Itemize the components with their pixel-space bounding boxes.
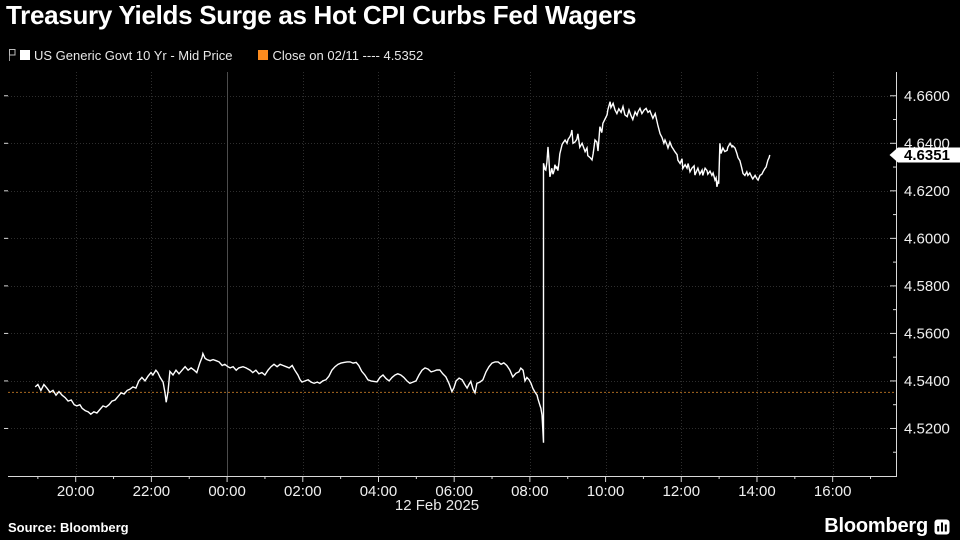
legend-series-label: US Generic Govt 10 Yr - Mid Price — [34, 47, 233, 63]
x-tick-label: 14:00 — [738, 483, 776, 500]
series-swatch — [20, 50, 30, 60]
x-tick-label: 02:00 — [284, 483, 322, 500]
x-tick-label: 16:00 — [814, 483, 852, 500]
x-tick-label: 20:00 — [57, 483, 95, 500]
x-tick-label: 06:00 — [435, 483, 473, 500]
x-tick-label: 04:00 — [360, 483, 398, 500]
y-tick-label: 4.5200 — [904, 420, 950, 437]
bloomberg-logo: Bloomberg — [824, 515, 950, 538]
page-title: Treasury Yields Surge as Hot CPI Curbs F… — [6, 0, 637, 30]
legend-close-label: Close on 02/11 ---- 4.5352 — [272, 47, 424, 63]
bloomberg-logo-text: Bloomberg — [824, 515, 928, 537]
close-swatch — [258, 50, 269, 60]
x-tick-label: 10:00 — [587, 483, 625, 500]
y-tick-label: 4.5600 — [904, 325, 950, 342]
y-tick-label: 4.6200 — [904, 183, 950, 200]
last-price-badge — [889, 147, 960, 163]
y-tick-label: 4.5400 — [904, 373, 950, 390]
y-tick-label: 4.6600 — [904, 88, 950, 105]
x-tick-label: 08:00 — [511, 483, 549, 500]
price-series-line — [34, 101, 771, 443]
y-tick-label: 4.5800 — [904, 278, 950, 295]
x-tick-label: 00:00 — [208, 483, 246, 500]
bloomberg-terminal-icon — [934, 519, 950, 534]
x-axis-date-label: 12 Feb 2025 — [394, 497, 480, 514]
y-tick-label: 4.6000 — [904, 230, 950, 247]
annotation-flag-icon[interactable] — [8, 48, 17, 62]
last-price-label: 4.6351 — [904, 147, 950, 164]
source-credit: Source: Bloomberg — [8, 520, 129, 535]
legend: US Generic Govt 10 Yr - Mid Price Close … — [8, 47, 423, 63]
x-tick-label: 22:00 — [133, 483, 171, 500]
x-tick-label: 12:00 — [663, 483, 701, 500]
